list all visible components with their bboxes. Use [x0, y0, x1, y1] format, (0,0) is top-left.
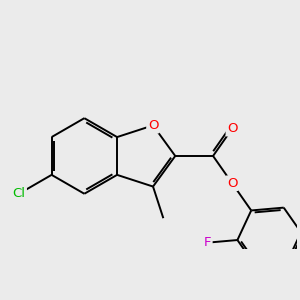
Text: O: O: [227, 122, 237, 135]
Text: F: F: [203, 236, 211, 249]
Text: O: O: [148, 119, 158, 132]
Text: Cl: Cl: [12, 187, 26, 200]
Text: O: O: [227, 177, 237, 190]
